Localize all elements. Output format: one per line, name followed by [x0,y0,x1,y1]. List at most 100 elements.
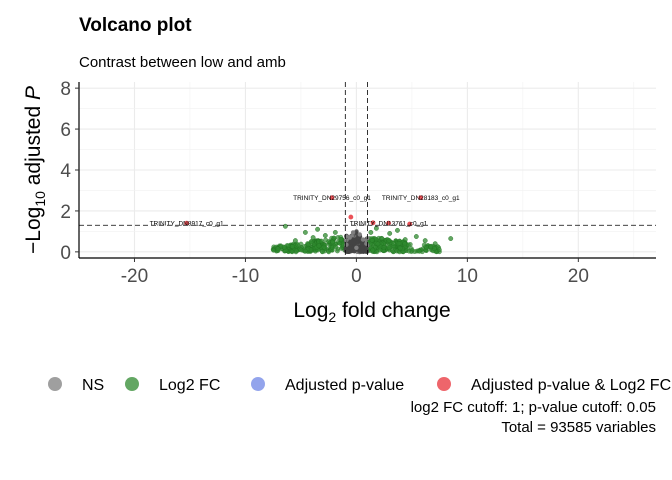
fc-point [370,247,376,253]
fc-point [333,244,339,250]
fc-point [373,225,379,231]
fc-point [422,238,428,244]
ns-point [347,235,352,240]
y-tick-label: 2 [60,202,71,223]
fc-point [298,247,304,253]
fc-point [320,249,325,254]
y-tick-label: 0 [60,243,71,264]
fc-point [402,241,408,247]
fc-point [368,230,374,235]
fc-point [322,233,328,238]
fc-point [326,239,332,245]
fc-point [413,234,419,239]
caption-cutoffs: log2 FC cutoff: 1; p-value cutoff: 0.05 [411,399,656,416]
ns-point [359,246,365,251]
x-tick-label: -10 [232,266,259,287]
fc-point [338,237,344,242]
fc-point [321,244,327,250]
fc-point [397,245,403,251]
gene-label: TRINITY_DN8917_c0_g1 [150,220,224,227]
fc-point [448,236,454,241]
fc-point [437,247,442,253]
fc-point [409,247,415,253]
fc-point [375,241,381,247]
gene-labels: TRINITY_DN29756_c0_g1 TRINITY_DN28183_c0_… [150,195,460,228]
fc-point [428,244,434,250]
ns-point [344,248,349,253]
ns-point [354,229,359,234]
x-tick-label: 20 [568,266,589,287]
legend-label: Adjusted p-value & Log2 FC [471,377,671,394]
significant-point [386,220,391,226]
y-tick-label: 4 [60,161,71,182]
legend-label: Adjusted p-value [285,377,404,394]
tick-labels: -20 -10 0 10 20 0 2 4 6 8 [60,79,588,287]
fc-point [417,248,422,254]
y-tick-label: 8 [60,79,71,100]
fc-point [390,240,396,246]
ns-point [360,237,366,242]
fc-point [395,227,400,233]
fc-point [285,243,291,249]
fc-point [302,230,308,235]
fc-point [282,223,288,229]
chart-subtitle: Contrast between low and amb [79,54,286,71]
legend-swatch [251,377,265,391]
ns-point [354,245,359,250]
fc-point [319,238,324,244]
fc-point [275,246,281,252]
legend-label: Log2 FC [159,377,220,394]
gene-label: TRINITY_DN28183_c0_g1 [382,195,460,202]
fc-point [381,245,387,250]
legend-label: NS [82,377,104,394]
fc-point [315,226,320,232]
fc-point [387,231,393,236]
fc-point [369,237,375,243]
significant-point [329,195,335,201]
x-tick-label: 10 [457,266,478,287]
legend-swatch [125,377,139,391]
fc-point [377,247,383,253]
x-axis-title: Log2 fold change [293,299,450,325]
ns-point [349,247,355,253]
significant-point [184,220,190,226]
ns-point [357,232,362,237]
gene-label: TRINITY_DN29756_c0_g1 [293,195,371,202]
y-tick-label: 6 [60,120,71,141]
fc-point [290,244,295,249]
fc-point [308,239,314,245]
x-tick-label: -20 [121,266,148,287]
y-axis-title: −Log10 adjusted P [22,86,48,254]
fc-point [332,230,338,235]
fc-point [282,245,287,250]
legend-swatch [48,377,62,391]
fc-point [292,238,298,244]
significant-point [348,214,354,220]
legend: NS Log2 FC Adjusted p-value Adjusted p-valu… [48,377,671,394]
fc-point [316,243,322,249]
significant-point [370,220,376,226]
ns-point [351,238,357,243]
ns-point [344,242,349,247]
fc-point [295,242,301,248]
caption-total: Total = 93585 variables [501,419,656,436]
significant-point [418,195,424,201]
gene-label: TRINITY_DN13761_c0_g1 [350,220,428,227]
fc-point [326,249,332,255]
fc-point [432,241,438,247]
fc-point [310,235,316,240]
fc-point [386,237,392,243]
ns-point [364,241,369,246]
fc-point [331,235,337,241]
x-tick-label: 0 [351,266,362,287]
fc-point [402,237,408,242]
chart-title: Volcano plot [79,15,192,36]
data-points [184,195,454,255]
fc-point [289,249,295,255]
legend-swatch [437,377,451,391]
fc-point [303,248,308,254]
fc-point [386,245,392,250]
cutoff-lines [79,82,656,258]
fc-point [379,236,385,241]
